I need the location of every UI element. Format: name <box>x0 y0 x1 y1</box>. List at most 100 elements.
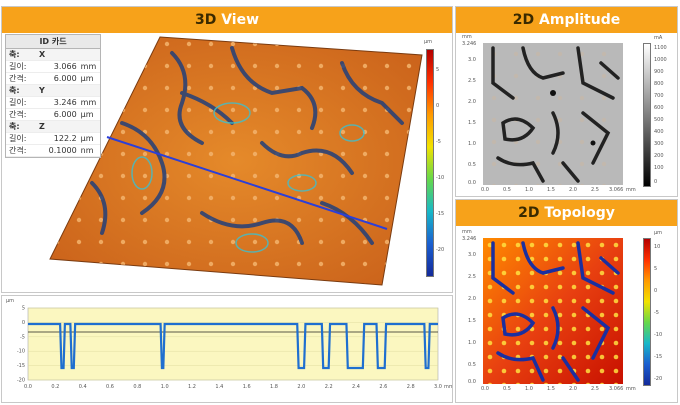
amp-x-tick: 1.0 <box>525 187 533 193</box>
topo-y-top: 3.246 <box>462 236 477 242</box>
scale-3d-tick: 5 <box>436 67 440 73</box>
id-card-axis-row: 축: X <box>6 49 100 61</box>
surface-channels <box>90 46 404 245</box>
topo-y-tick: 1.0 <box>468 340 476 346</box>
step-unit: nm <box>80 146 94 155</box>
axis-label: 축: <box>9 86 20 95</box>
topo-y-tick: 3.0 <box>468 252 476 258</box>
amp-x-tick-end: 3.066 <box>609 187 624 193</box>
panel-amplitude-title-prefix: 2D <box>512 12 535 28</box>
id-card-step-row: 간격: 0.1000 nm <box>6 145 100 157</box>
length-value: 122.2 <box>53 134 77 143</box>
topo-scale-tick: -5 <box>654 310 659 316</box>
profile-y-unit: μm <box>6 298 15 304</box>
amplitude-colorbar <box>643 43 651 187</box>
profile-plot[interactable]: 5 0 -5 -10 -15 -20 0.0 0.2 0.4 0.6 0.8 1.0 1.2 1.4 1.… <box>2 300 452 400</box>
amp-scale-tick: 0 <box>654 179 658 185</box>
amp-y-top: 3.246 <box>462 41 477 47</box>
profile-x-tick: 1.4 <box>215 384 223 390</box>
amp-x-tick: 2.0 <box>569 187 577 193</box>
amp-scale-tick: 900 <box>654 69 664 75</box>
panel-2d-topology: 2D Topology mm 3.246 3.0 2 <box>455 199 678 403</box>
panel-amplitude-header: 2D Amplitude <box>456 7 677 33</box>
topo-scale-tick: -10 <box>654 332 663 338</box>
topology-traces <box>491 241 620 382</box>
step-value: 6.000 <box>53 110 77 119</box>
scale-3d-colorbar <box>426 49 434 277</box>
amp-x-tick: 0.5 <box>503 187 511 193</box>
id-card-length-row: 길이: 3.066 mm <box>6 61 100 73</box>
profile-x-unit: mm <box>444 384 452 390</box>
amp-scale-tick: 1000 <box>654 57 667 63</box>
profile-x-tick: 2.4 <box>352 384 360 390</box>
topo-scale-unit: μm <box>654 230 663 236</box>
amp-scale-tick: 200 <box>654 153 664 159</box>
length-unit: mm <box>80 98 97 107</box>
amp-y-tick: 1.5 <box>468 120 476 126</box>
id-card-axis-row: 축: Y <box>6 85 100 97</box>
profile-y-tick: 0 <box>22 320 25 326</box>
topo-scale-tick: 10 <box>654 244 661 250</box>
topo-y-tick: 0.5 <box>468 362 476 368</box>
topo-scale-tick: 0 <box>654 288 658 294</box>
id-card-title: ID 카드 <box>6 35 100 49</box>
topo-scale-tick: -15 <box>654 354 663 360</box>
amp-scale-tick: 600 <box>654 105 664 111</box>
id-card-step-row: 간격: 6.000 μm <box>6 73 100 85</box>
length-label: 길이: <box>9 134 27 143</box>
scale-3d-unit: μm <box>424 39 433 45</box>
length-value: 3.246 <box>53 98 77 107</box>
profile-x-tick: 2.8 <box>407 384 415 390</box>
amp-x-tick: 0.0 <box>481 187 489 193</box>
id-card-length-row: 길이: 122.2 μm <box>6 133 100 145</box>
amplitude-map[interactable] <box>483 43 623 185</box>
amp-y-tick: 0.0 <box>468 180 476 186</box>
topo-x-tick: 2.0 <box>569 386 577 392</box>
amp-y-tick: 2.5 <box>468 78 476 84</box>
amplitude-traces <box>491 46 620 183</box>
profile-x-tick: 1.2 <box>188 384 196 390</box>
profile-y-tick: -20 <box>17 378 25 384</box>
axis-name: Z <box>39 122 45 131</box>
topo-x-tick: 2.5 <box>591 386 599 392</box>
panel-topology-title-rest: Topology <box>539 205 615 221</box>
amp-scale-tick: 400 <box>654 129 664 135</box>
step-unit: μm <box>80 74 94 83</box>
profile-cut-line[interactable] <box>106 136 388 230</box>
profile-x-tick: 0.8 <box>133 384 141 390</box>
profile-line <box>28 322 438 370</box>
panel-topology-title-prefix: 2D <box>518 205 540 221</box>
topo-x-tick-end: 3.066 <box>609 386 624 392</box>
axis-label: 축: <box>9 50 20 59</box>
length-value: 3.066 <box>53 62 77 71</box>
scale-3d-tick: -20 <box>436 247 445 253</box>
axis-name: X <box>39 50 46 59</box>
profile-x-tick: 0.2 <box>51 384 59 390</box>
topo-x-tick: 1.0 <box>525 386 533 392</box>
topo-y-tick: 2.5 <box>468 274 476 280</box>
amp-y-tick: 3.0 <box>468 57 476 63</box>
length-unit: μm <box>80 134 94 143</box>
amp-scale-tick: 500 <box>654 117 664 123</box>
step-label: 간격: <box>9 74 27 83</box>
profile-x-tick: 3.0 <box>434 384 442 390</box>
surface-3d-render[interactable] <box>2 33 452 293</box>
panel-2d-amplitude: 2D Amplitude mm 3.246 3.0 2.5 2.0 1.5 1.… <box>455 6 678 197</box>
topo-y-tick: 2.0 <box>468 296 476 302</box>
amp-scale-tick: 800 <box>654 81 664 87</box>
amp-scale-tick: 1100 <box>654 45 667 51</box>
scale-3d-tick: -5 <box>436 139 441 145</box>
profile-x-tick: 0.4 <box>79 384 87 390</box>
profile-y-tick: -10 <box>17 349 25 355</box>
topo-scale-tick: 5 <box>654 266 658 272</box>
amp-scale-tick: 100 <box>654 165 664 171</box>
id-card-length-row: 길이: 3.246 mm <box>6 97 100 109</box>
id-card-step-row: 간격: 6.000 μm <box>6 109 100 121</box>
topo-x-tick: 0.0 <box>481 386 489 392</box>
step-value: 0.1000 <box>48 146 77 155</box>
panel-3d-view: 3D View <box>1 6 453 293</box>
panel-3d-title-rest: View <box>216 12 260 28</box>
profile-y-tick: -15 <box>17 363 25 369</box>
topology-map[interactable] <box>483 238 623 384</box>
amp-scale-tick: 300 <box>654 141 664 147</box>
